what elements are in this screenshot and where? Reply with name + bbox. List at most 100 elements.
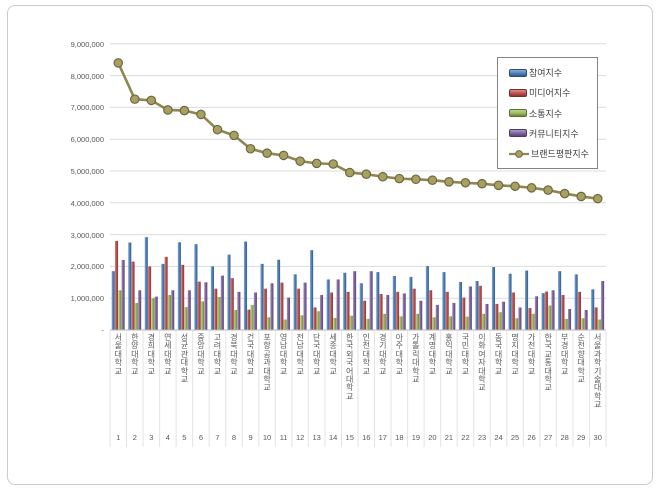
bar-소통지수 (564, 318, 568, 330)
category-name: 아 주 대 학 교 (395, 333, 404, 376)
bar-소통지수 (366, 318, 370, 330)
y-tick-label: 8,000,000 (70, 71, 104, 81)
rank-label: 13 (312, 433, 321, 442)
bar-미디어지수 (412, 288, 416, 330)
bar-미디어지수 (296, 288, 300, 330)
category-name: 이 화 여 자 대 학 교 (478, 333, 486, 393)
category-name: 경 기 대 학 교 (379, 333, 387, 376)
bar-미디어지수 (164, 256, 168, 330)
line-marker (559, 188, 570, 199)
legend-swatch (509, 129, 527, 138)
line-marker (212, 124, 223, 135)
bar-소통지수 (184, 307, 188, 330)
rank-label: 16 (362, 433, 371, 442)
bar-커뮤니티지수 (501, 301, 505, 330)
bar-소통지수 (482, 313, 486, 330)
line-marker (163, 105, 173, 115)
category-name: 성 균 관 대 학 교 (180, 333, 189, 385)
rank-label: 19 (411, 433, 421, 442)
bar-미디어지수 (462, 297, 466, 330)
line-marker (278, 150, 289, 161)
line-marker (493, 180, 504, 191)
line-marker (377, 171, 388, 182)
bar-미디어지수 (544, 291, 548, 330)
rank-label: 15 (345, 433, 354, 442)
category-name: 경 북 대 학 교 (230, 333, 238, 376)
chart-legend: 참여지수 미디어지수 소통지수 커뮤니티지수 브랜드평판지수 (497, 57, 598, 169)
bar-미디어지수 (577, 291, 581, 330)
bar-미디어지수 (148, 266, 152, 330)
legend-label: 미디어지수 (529, 88, 571, 99)
rank-label: 3 (149, 433, 154, 442)
bar-커뮤니티지수 (452, 302, 456, 330)
legend-item: 미디어지수 (509, 86, 597, 99)
bar-미디어지수 (313, 307, 317, 330)
bar-커뮤니티지수 (138, 290, 142, 330)
bar-미디어지수 (131, 261, 135, 330)
bar-참여지수 (574, 274, 578, 330)
bar-소통지수 (316, 311, 320, 330)
bar-커뮤니티지수 (303, 282, 307, 330)
legend-label: 브랜드평판지수 (531, 149, 589, 159)
category-name: 전 남 대 학 교 (296, 333, 304, 376)
line-marker (146, 95, 157, 106)
bar-미디어지수 (181, 264, 185, 330)
bar-참여지수 (392, 275, 396, 330)
legend-item: 소통지수 (509, 107, 597, 120)
rank-label: 28 (560, 433, 569, 442)
line-marker (328, 159, 338, 169)
rank-label: 11 (279, 433, 288, 442)
line-marker (130, 94, 140, 104)
bar-소통지수 (267, 317, 271, 330)
bar-커뮤니티지수 (534, 296, 538, 330)
category-name: 단 국 대 학 교 (312, 333, 321, 376)
bar-커뮤니티지수 (468, 286, 472, 330)
line-marker (543, 185, 553, 195)
line-marker (576, 191, 586, 202)
bar-커뮤니티지수 (286, 297, 290, 330)
bar-참여지수 (128, 242, 132, 330)
bar-커뮤니티지수 (435, 304, 439, 330)
rank-label: 9 (248, 433, 253, 442)
bar-참여지수 (359, 283, 363, 330)
bar-미디어지수 (230, 278, 234, 330)
bar-소통지수 (597, 319, 601, 330)
bar-소통지수 (448, 316, 453, 330)
category-name: 한 국 외 국 어 대 학 교 (346, 333, 354, 401)
bar-미디어지수 (114, 240, 119, 330)
rank-label: 17 (378, 433, 387, 442)
bar-참여지수 (277, 259, 281, 330)
rank-label: 6 (198, 433, 203, 442)
category-name: 가 천 대 학 교 (527, 333, 536, 376)
bar-참여지수 (508, 273, 512, 330)
line-marker (113, 58, 124, 68)
bar-커뮤니티지수 (336, 279, 340, 330)
category-name: 경 희 대 학 교 (147, 333, 156, 376)
bar-커뮤니티지수 (369, 271, 373, 330)
category-name: 영 남 대 학 교 (279, 333, 288, 376)
bar-소통지수 (498, 312, 502, 330)
line-marker (477, 178, 487, 189)
bar-미디어지수 (346, 291, 350, 330)
bar-소통지수 (465, 316, 469, 330)
bar-미디어지수 (429, 290, 433, 330)
rank-label: 4 (165, 433, 170, 442)
legend-swatch (509, 109, 527, 117)
bar-소통지수 (548, 305, 552, 330)
rank-label: 30 (593, 433, 602, 442)
rank-label: 24 (494, 433, 503, 442)
bar-참여지수 (425, 266, 429, 330)
category-name: 중 앙 대 학 교 (197, 333, 205, 376)
category-name: 명 지 대 학 교 (511, 333, 519, 376)
bar-소통지수 (515, 318, 519, 330)
bar-참여지수 (161, 263, 165, 330)
rank-label: 5 (182, 433, 187, 442)
rank-label: 1 (116, 433, 121, 442)
rank-label: 23 (477, 433, 487, 442)
rank-label: 8 (231, 433, 237, 442)
bar-소통지수 (118, 290, 122, 330)
bar-참여지수 (293, 274, 297, 330)
category-name: 건 국 대 학 교 (246, 333, 255, 376)
y-tick-label: 1,000,000 (70, 294, 104, 304)
category-name: 인 천 대 학 교 (362, 333, 370, 376)
